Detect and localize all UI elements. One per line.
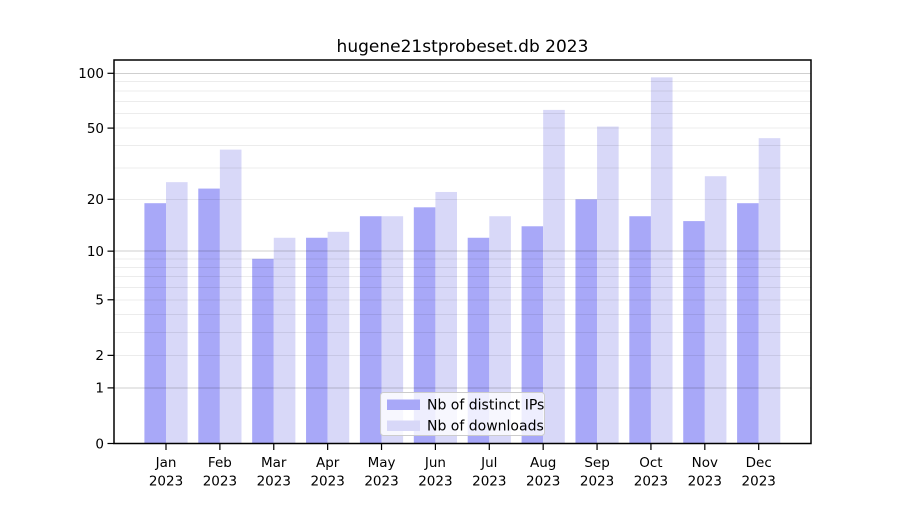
legend-label-downloads: Nb of downloads (427, 419, 544, 435)
y-tick-label: 50 (87, 121, 104, 137)
legend-box (380, 392, 545, 436)
bar-downloads-feb (219, 149, 242, 444)
bar-downloads-nov (704, 176, 727, 444)
x-tick-label-month: Nov (692, 455, 718, 471)
bar-distinct-ips-mar (252, 258, 274, 444)
bar-downloads-dec (758, 138, 781, 444)
x-tick-label-year: 2023 (688, 474, 722, 490)
y-tick-label: 1 (95, 381, 104, 397)
bar-downloads-may (381, 216, 404, 444)
bar-downloads-jul (489, 216, 511, 444)
y-tick-label: 5 (95, 293, 104, 309)
x-tick-label-year: 2023 (472, 474, 506, 490)
bar-distinct-ips-apr (306, 237, 328, 444)
x-tick-label-month: Feb (208, 455, 232, 471)
axes: 0 1 2 5 10 20 50 100 Jan 2023 Feb 2023 Mar 2023 Apr 202… (78, 66, 776, 489)
x-tick-label-month: Sep (584, 455, 609, 471)
x-tick-label-month: Jul (480, 455, 497, 471)
bar-downloads-apr (327, 231, 350, 444)
bar-distinct-ips-feb (198, 188, 220, 444)
x-tick-label-year: 2023 (203, 474, 237, 490)
bar-downloads-mar (273, 237, 296, 444)
x-tick-label-month: Jun (424, 455, 446, 471)
bar-distinct-ips-sep (575, 199, 598, 444)
bar-downloads-oct (650, 77, 673, 444)
x-tick-label-month: Oct (639, 455, 662, 471)
x-tick-label-month: Aug (530, 455, 556, 471)
bars-layer (144, 77, 781, 444)
bar-distinct-ips-dec (737, 203, 759, 444)
bar-distinct-ips-jan (144, 203, 166, 444)
x-tick-label-year: 2023 (310, 474, 344, 490)
x-tick-label-year: 2023 (580, 474, 614, 490)
bar-distinct-ips-may (359, 216, 382, 444)
x-tick-label-year: 2023 (364, 474, 398, 490)
x-tick-label-year: 2023 (418, 474, 452, 490)
legend-label-distinct-ips: Nb of distinct IPs (427, 398, 544, 414)
x-tick-label-month: Jan (155, 455, 177, 471)
bar-distinct-ips-aug (521, 226, 544, 444)
bar-downloads-sep (597, 126, 619, 444)
plot-border (113, 59, 812, 445)
y-tick-label: 10 (87, 244, 104, 260)
bar-downloads-aug (543, 109, 565, 444)
x-tick-label-year: 2023 (149, 474, 183, 490)
x-tick-label-month: Mar (261, 455, 287, 471)
legend-swatch-distinct-ips (387, 399, 420, 410)
y-tick-label: 20 (87, 192, 104, 208)
bar-downloads-jun (435, 191, 458, 444)
bar-distinct-ips-nov (683, 221, 705, 444)
x-tick-label-month: Apr (316, 455, 340, 471)
x-tick-label-month: May (368, 455, 396, 471)
x-tick-label-month: Dec (746, 455, 772, 471)
y-tick-label: 0 (95, 436, 104, 452)
bar-distinct-ips-jun (413, 207, 436, 444)
x-tick-label-year: 2023 (742, 474, 776, 490)
legend-swatch-downloads (387, 420, 420, 431)
x-tick-label-year: 2023 (526, 474, 560, 490)
x-tick-label-year: 2023 (634, 474, 668, 490)
legend: Nb of distinct IPs Nb of downloads (380, 392, 545, 436)
x-tick-label-year: 2023 (257, 474, 291, 490)
gridlines (114, 72, 811, 389)
bar-downloads-jan (166, 182, 188, 444)
y-tick-label: 100 (78, 66, 104, 82)
bar-distinct-ips-oct (629, 216, 651, 444)
y-tick-label: 2 (95, 348, 104, 364)
chart-title: hugene21stprobeset.db 2023 (337, 37, 589, 57)
